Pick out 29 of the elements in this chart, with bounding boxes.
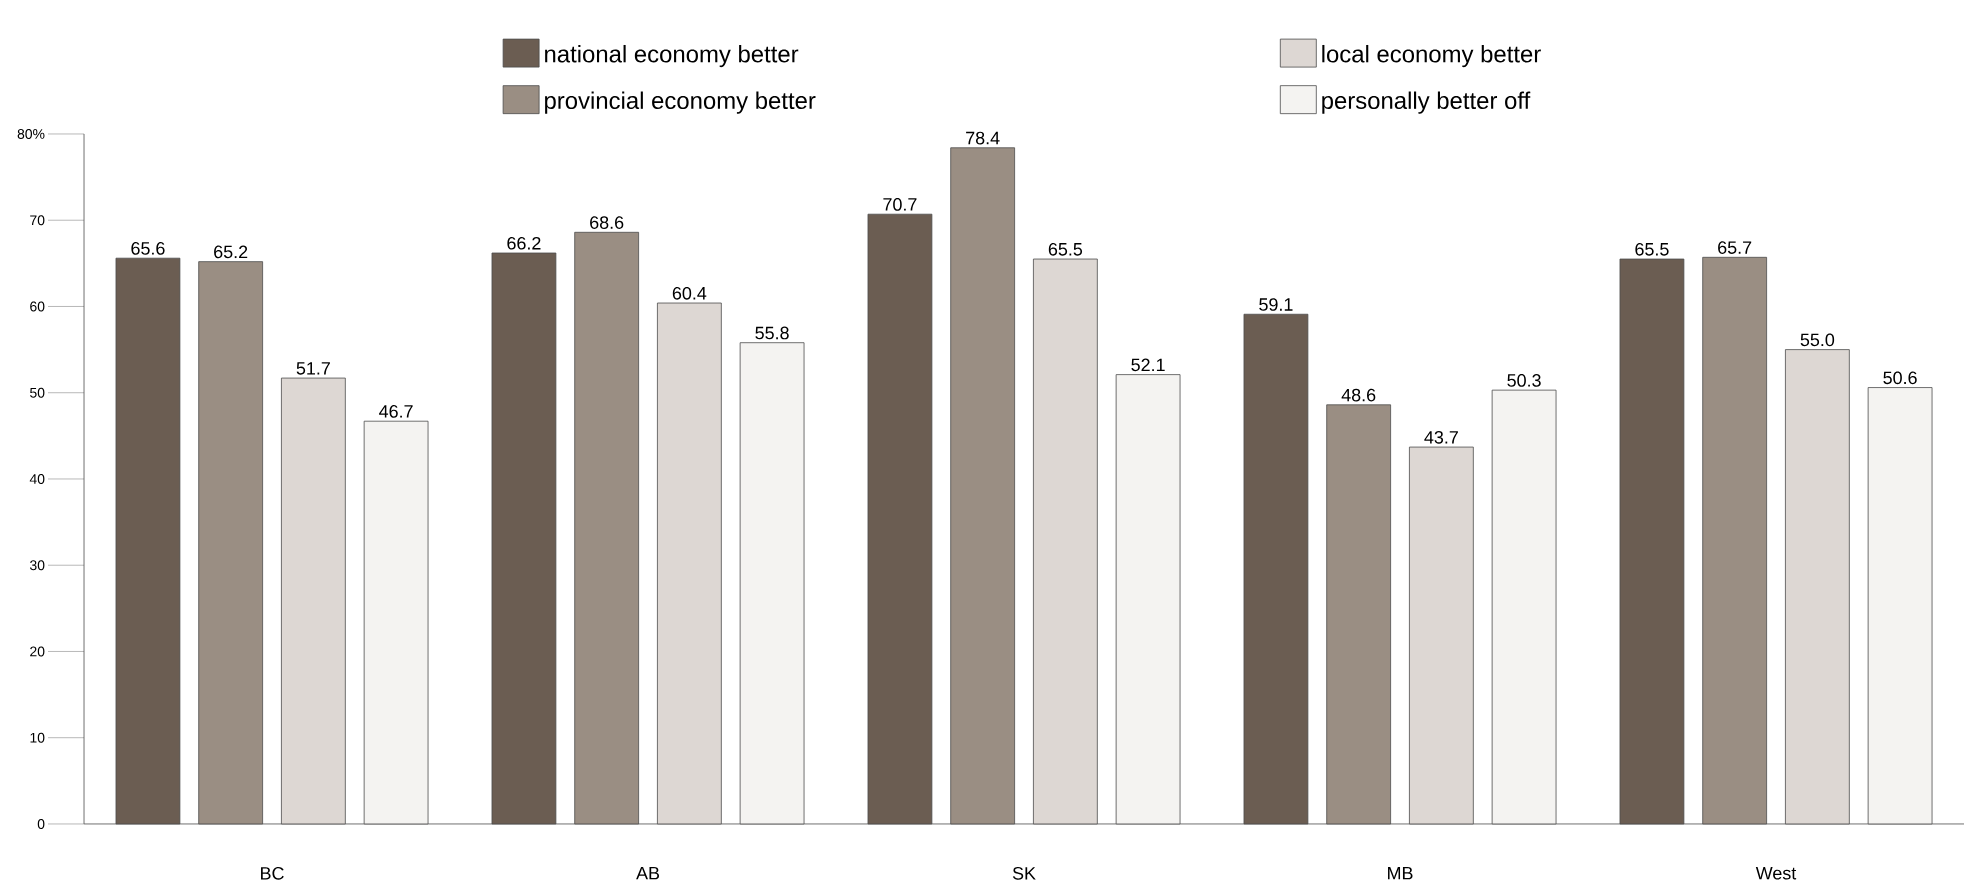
data-label: 78.4 bbox=[966, 131, 1000, 145]
data-label: 60.4 bbox=[672, 286, 707, 300]
x-tick-label: SK bbox=[1012, 867, 1036, 880]
data-label: 48.6 bbox=[1341, 388, 1376, 402]
data-label: 55.0 bbox=[1800, 333, 1835, 347]
data-label: 65.6 bbox=[131, 242, 165, 255]
x-tick-label: BC bbox=[261, 867, 284, 880]
data-label: 55.8 bbox=[755, 326, 789, 340]
data-label: 50.6 bbox=[1883, 371, 1917, 385]
data-label: 65.2 bbox=[214, 245, 248, 259]
data-label: 66.2 bbox=[507, 236, 541, 250]
legend-label: national economy better bbox=[545, 44, 799, 68]
data-label: 65.7 bbox=[1718, 241, 1752, 254]
data-label: 65.5 bbox=[1635, 242, 1669, 256]
legend-label: personally better off bbox=[1322, 91, 1531, 114]
legend-label: provincial economy better bbox=[545, 91, 816, 114]
data-label: 68.6 bbox=[590, 216, 624, 229]
data-label: 52.1 bbox=[1131, 358, 1165, 372]
data-label: 46.7 bbox=[379, 405, 413, 418]
x-tick-label: West bbox=[1755, 867, 1797, 880]
legend-label: local economy better bbox=[1322, 44, 1541, 68]
x-tick-label: MB bbox=[1388, 867, 1413, 880]
data-label: 70.7 bbox=[883, 198, 917, 211]
x-tick-label: AB bbox=[636, 867, 660, 880]
data-label: 65.5 bbox=[1048, 242, 1083, 256]
data-label: 50.3 bbox=[1507, 374, 1541, 387]
data-label: 43.7 bbox=[1424, 430, 1458, 444]
data-label: 59.1 bbox=[1259, 298, 1293, 311]
data-label: 51.7 bbox=[296, 362, 330, 375]
